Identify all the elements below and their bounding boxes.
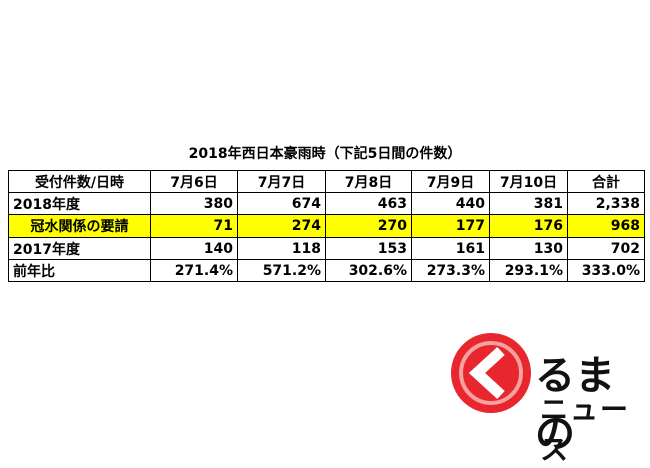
table-cell: 381 [489, 192, 568, 215]
table-cell: 7月6日 [150, 170, 238, 193]
table-body: 受付件数/日時 7月6日 7月7日 7月8日 7月9日 7月10日 合計 2018年度 380 6… [8, 170, 645, 282]
table-cell: 合計 [567, 170, 645, 193]
row-header: 2017年度 [8, 237, 151, 260]
table-cell: 380 [150, 192, 238, 215]
table-row: 2017年度 140 118 153 161 130 702 [8, 237, 645, 260]
table-cell: 7月7日 [237, 170, 326, 193]
table-cell: 140 [150, 237, 238, 260]
table-cell: 702 [567, 237, 645, 260]
table-cell: 130 [489, 237, 568, 260]
table-row: 冠水関係の要請 71 274 270 177 176 968 [8, 214, 645, 238]
table-cell: 440 [411, 192, 490, 215]
row-header: 2018年度 [8, 192, 151, 215]
logo-text: ニュース [540, 393, 631, 466]
table-cell: 273.3% [411, 259, 490, 282]
table-cell: 674 [237, 192, 326, 215]
table-cell: 302.6% [325, 259, 412, 282]
table-cell: 271.4% [150, 259, 238, 282]
table-cell: 118 [237, 237, 326, 260]
table-cell: 293.1% [489, 259, 568, 282]
table-row: 前年比 271.4% 571.2% 302.6% 273.3% 293.1% 333.0% [8, 259, 645, 282]
table-cell: 176 [489, 214, 568, 238]
row-header: 受付件数/日時 [8, 170, 151, 193]
table-cell: 968 [567, 214, 645, 238]
table-row: 2018年度 380 674 463 440 381 2,338 [8, 192, 645, 215]
data-table: 受付件数/日時 7月6日 7月7日 7月8日 7月9日 7月10日 合計 2018年度 380 6… [8, 170, 645, 282]
table-cell: 71 [150, 214, 238, 238]
table-cell: 274 [237, 214, 326, 238]
table-cell: 571.2% [237, 259, 326, 282]
row-header: 前年比 [8, 259, 151, 282]
logo-chevron [468, 346, 505, 400]
logo-ring [459, 341, 523, 405]
page: 2018年西日本豪雨時（下記5日間の件数） 受付件数/日時 7月6日 7月7日 7月8… [8, 146, 645, 466]
table-cell: 333.0% [567, 259, 645, 282]
table-cell: 153 [325, 237, 412, 260]
table-title: 2018年西日本豪雨時（下記5日間の件数） [188, 146, 462, 162]
logo-icon [451, 333, 531, 413]
table-cell: 2,338 [567, 192, 645, 215]
row-header: 冠水関係の要請 [8, 214, 151, 238]
table-cell: 270 [325, 214, 412, 238]
table-cell: 161 [411, 237, 490, 260]
table-cell: 7月10日 [489, 170, 568, 193]
table-cell: 7月8日 [325, 170, 412, 193]
table-cell: 463 [325, 192, 412, 215]
table-cell: 7月9日 [411, 170, 490, 193]
table-row: 受付件数/日時 7月6日 7月7日 7月8日 7月9日 7月10日 合計 [8, 170, 645, 193]
table-cell: 177 [411, 214, 490, 238]
